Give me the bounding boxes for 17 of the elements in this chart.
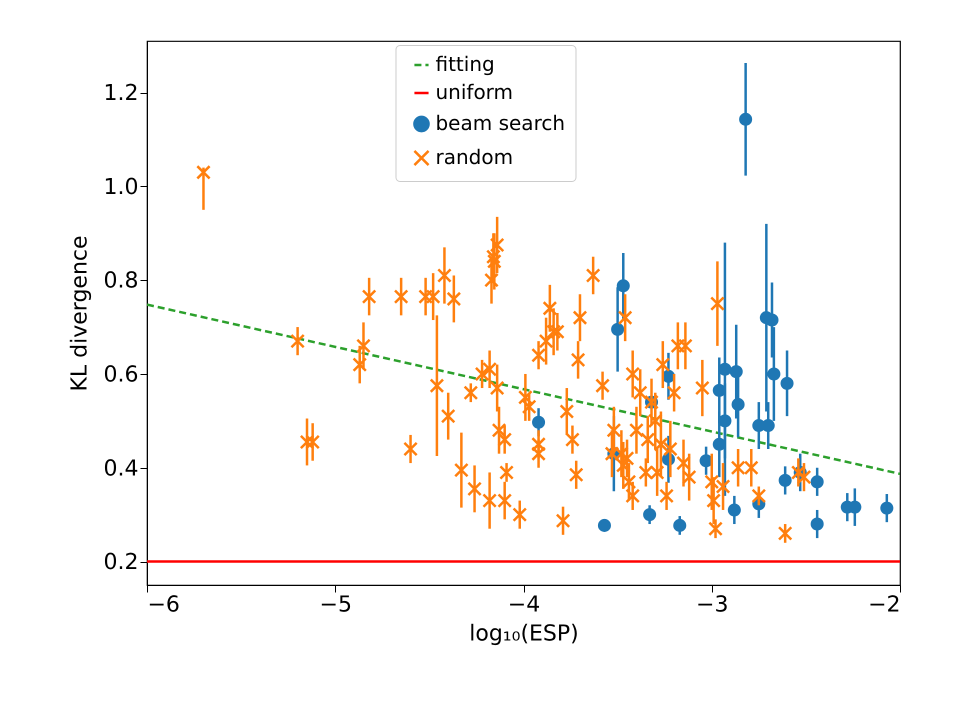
legend-label: uniform [435, 80, 514, 104]
y-tick-label: 0.6 [104, 362, 138, 388]
y-tick-label: 1.2 [104, 81, 138, 106]
y-axis-title: KL divergence [68, 235, 93, 392]
legend-label: fitting [435, 52, 495, 76]
x-tick-label: −2 [868, 592, 900, 618]
x-tick-label: −4 [508, 592, 540, 618]
y-tick-label: 0.8 [104, 268, 138, 294]
legend-label: beam search [435, 111, 566, 135]
y-tick-label: 1.0 [104, 174, 138, 200]
x-tick-label: −5 [320, 592, 352, 618]
legend-label: random [435, 145, 514, 169]
x-tick-label: −6 [148, 592, 180, 618]
x-axis-title: log₁₀(ESP) [469, 622, 579, 646]
y-tick-label: 0.2 [104, 550, 138, 576]
x-tick-label: −3 [696, 592, 728, 618]
y-tick-label: 0.4 [104, 456, 138, 482]
